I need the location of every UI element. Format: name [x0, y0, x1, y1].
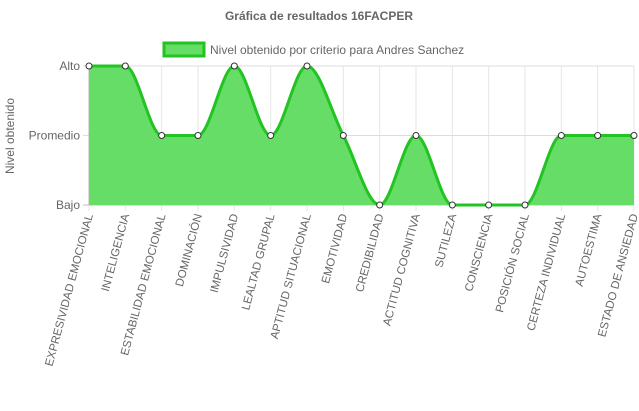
x-tick-label: SUTILEZA [433, 212, 459, 269]
data-point[interactable] [412, 132, 420, 139]
chart-title: Gráfica de resultados 16FACPER [225, 9, 413, 23]
data-point[interactable] [594, 132, 602, 139]
data-point[interactable] [521, 201, 529, 209]
x-tick-label: ESTADO DE ANSIEDAD [596, 213, 639, 339]
y-tick-label: Bajo [56, 198, 80, 212]
data-point[interactable] [303, 62, 311, 70]
y-axis-label: Nivel obtenido [3, 98, 17, 174]
x-tick-label: CONSCIENCIA [463, 212, 495, 293]
data-area [89, 64, 634, 207]
data-point[interactable] [448, 201, 456, 209]
data-point[interactable] [194, 132, 202, 139]
x-tick-label: POSICIÓN SOCIAL [493, 212, 532, 314]
series-fill [89, 66, 634, 205]
x-tick-label: INTELIGENCIA [100, 212, 132, 293]
x-tick-label: APTITUD SITUACIONAL [269, 212, 314, 340]
x-tick-labels: EXPRESIVIDAD EMOCIONAL INTELIGENCIAESTABI… [44, 212, 639, 368]
x-tick-label: AUTOESTIMA [574, 212, 605, 287]
x-tick-label: IMPULSIVIDAD [209, 213, 242, 295]
series-line [89, 64, 634, 207]
data-points [85, 62, 638, 209]
data-point[interactable] [376, 201, 384, 209]
x-tick-label: EXPRESIVIDAD EMOCIONAL [44, 212, 96, 368]
y-tick-label: Alto [59, 59, 80, 73]
legend[interactable]: Nivel obtenido por criterio para Andres … [162, 41, 464, 58]
data-point[interactable] [630, 132, 638, 139]
data-point[interactable] [121, 62, 129, 70]
x-tick-label: LEALTAD GRUPAL [240, 212, 277, 311]
data-point[interactable] [339, 132, 347, 139]
data-point[interactable] [85, 62, 93, 70]
y-tick-labels: Bajo Promedio Alto [29, 59, 81, 212]
x-tick-label: DOMINACIÓN [173, 212, 205, 288]
data-point[interactable] [158, 132, 166, 139]
x-tick-label: EMOTIVIDAD [320, 213, 350, 285]
x-tick-label: ACTITUD COGNITIVA [381, 212, 423, 327]
data-point[interactable] [267, 132, 275, 139]
data-point[interactable] [230, 62, 238, 70]
y-tick-label: Promedio [29, 129, 81, 143]
data-point[interactable] [485, 201, 493, 209]
data-point[interactable] [557, 132, 565, 139]
legend-swatch [162, 41, 206, 58]
legend-label: Nivel obtenido por criterio para Andres … [210, 43, 464, 57]
x-tick-label: CREDIBILIDAD [354, 213, 386, 294]
x-tick-label: CERTEZA INDIVIDUAL [525, 212, 568, 332]
